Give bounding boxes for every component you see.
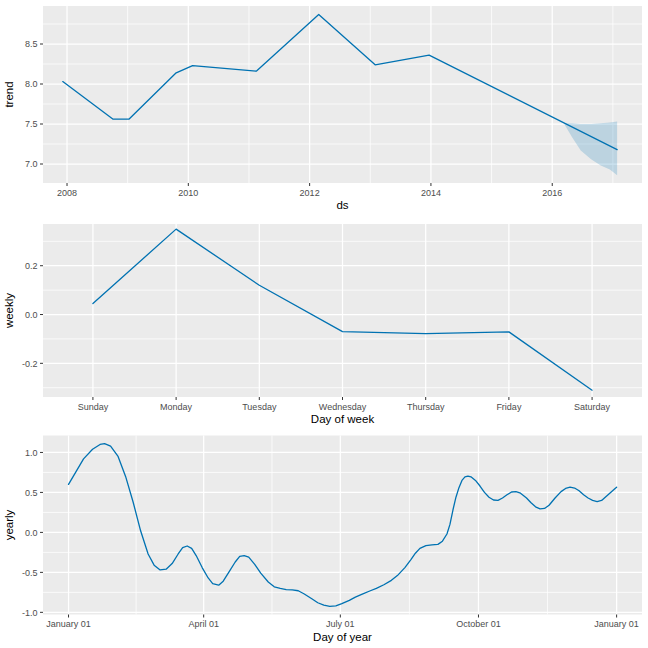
y-tick-label: 0.5 bbox=[25, 488, 38, 498]
y-tick-label: 0.0 bbox=[25, 310, 38, 320]
x-tick-label: Sunday bbox=[78, 402, 109, 412]
x-tick-label: October 01 bbox=[456, 619, 501, 629]
y-tick-label: -0.2 bbox=[22, 359, 38, 369]
x-tick-label: Friday bbox=[496, 402, 522, 412]
x-tick-label: Thursday bbox=[407, 402, 445, 412]
yearly-subplot: -1.0 -0.5 0.0 0.5 1.0 January 01 April 01 July … bbox=[0, 432, 648, 648]
y-tick-label: 7.0 bbox=[25, 159, 38, 169]
y-tick-label: 1.0 bbox=[25, 448, 38, 458]
x-tick-label: 2008 bbox=[57, 188, 77, 198]
y-tick-label: -1.0 bbox=[22, 608, 38, 618]
x-tick-label: Wednesday bbox=[319, 402, 367, 412]
y-axis-title: weekly bbox=[3, 293, 15, 329]
x-tick-label: 2014 bbox=[421, 188, 441, 198]
y-tick-label: 8.0 bbox=[25, 79, 38, 89]
x-tick-label: April 01 bbox=[188, 619, 219, 629]
y-tick-label: 0.2 bbox=[25, 261, 38, 271]
trend-subplot: 7.0 7.5 8.0 8.5 2008 2010 2012 2014 2016 ds trend bbox=[0, 0, 648, 216]
x-tick-label: July 01 bbox=[326, 619, 355, 629]
x-tick-label: January 01 bbox=[594, 619, 639, 629]
x-tick-label: 2012 bbox=[300, 188, 320, 198]
x-tick-label: 2010 bbox=[178, 188, 198, 198]
x-tick-label: Monday bbox=[160, 402, 193, 412]
x-axis-title: Day of year bbox=[313, 631, 372, 643]
y-tick-label: 0.0 bbox=[25, 528, 38, 538]
x-axis-title: ds bbox=[336, 199, 348, 211]
panel-background bbox=[43, 436, 642, 615]
prophet-components-figure: 7.07.58.08.520082010201220142016dstrend … bbox=[0, 0, 648, 648]
weekly-subplot: -0.2 0.0 0.2 Sunday Monday Tuesday Wednesday Th… bbox=[0, 216, 648, 432]
y-tick-label: 7.5 bbox=[25, 119, 38, 129]
y-axis-title: yearly bbox=[3, 509, 15, 540]
y-tick-label: 8.5 bbox=[25, 39, 38, 49]
x-tick-label: Saturday bbox=[574, 402, 611, 412]
y-axis-title: trend bbox=[3, 81, 15, 107]
x-axis-title: Day of week bbox=[311, 413, 375, 425]
x-tick-label: 2016 bbox=[542, 188, 562, 198]
x-tick-label: January 01 bbox=[46, 619, 91, 629]
x-tick-label: Tuesday bbox=[242, 402, 277, 412]
y-tick-label: -0.5 bbox=[22, 568, 38, 578]
